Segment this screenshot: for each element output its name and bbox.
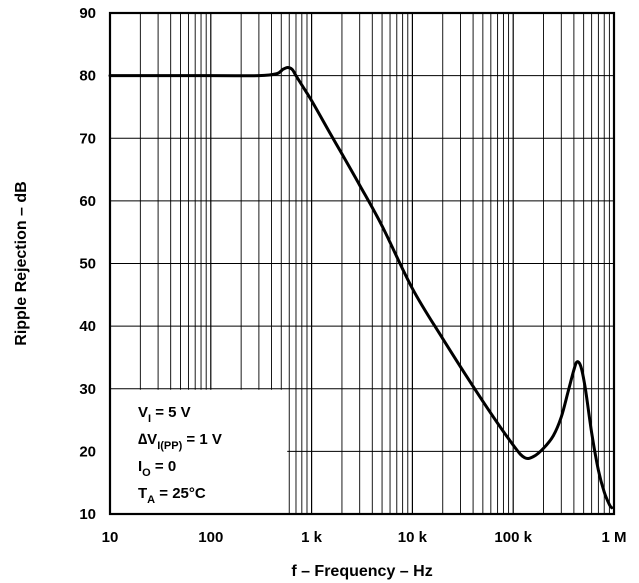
y-tick-label: 10 [79,506,96,523]
plot-frame [108,11,616,516]
condition-line: IO = 0 [138,458,176,479]
condition-line: TA = 25°C [138,485,206,506]
x-tick-label: 100 k [494,529,532,546]
y-tick-label: 40 [79,318,96,335]
condition-line: VI = 5 V [138,404,191,425]
x-tick-label: 1 M [601,529,626,546]
y-tick-label: 30 [79,381,96,398]
x-tick-label: 100 [198,529,223,546]
condition-line: ∆VI(PP) = 1 V [138,431,222,452]
x-tick-label: 1 k [301,529,323,546]
conditions-box [111,389,288,513]
plot-border [108,11,616,516]
y-tick-label: 90 [79,5,96,22]
y-axis-label: Ripple Rejection – dB [13,181,30,345]
y-tick-labels: 10 20 30 40 50 60 70 80 90 [79,5,96,523]
y-tick-label: 20 [79,443,96,460]
x-tick-label: 10 k [398,529,428,546]
x-tick-labels: 10 100 1 k 10 k 100 k 1 M [102,529,627,546]
grid [110,13,614,514]
y-tick-label: 70 [79,130,96,147]
y-tick-label: 60 [79,193,96,210]
ripple-rejection-curve [108,65,614,510]
y-tick-label: 80 [79,68,96,85]
y-tick-label: 50 [79,256,96,273]
conditions-box-background [111,389,288,513]
x-axis-label: f – Frequency – Hz [291,563,432,580]
series-line [108,65,614,510]
x-tick-label: 10 [102,529,119,546]
test-conditions: VI = 5 V ∆VI(PP) = 1 V IO = 0 TA = 25°C [138,404,222,506]
